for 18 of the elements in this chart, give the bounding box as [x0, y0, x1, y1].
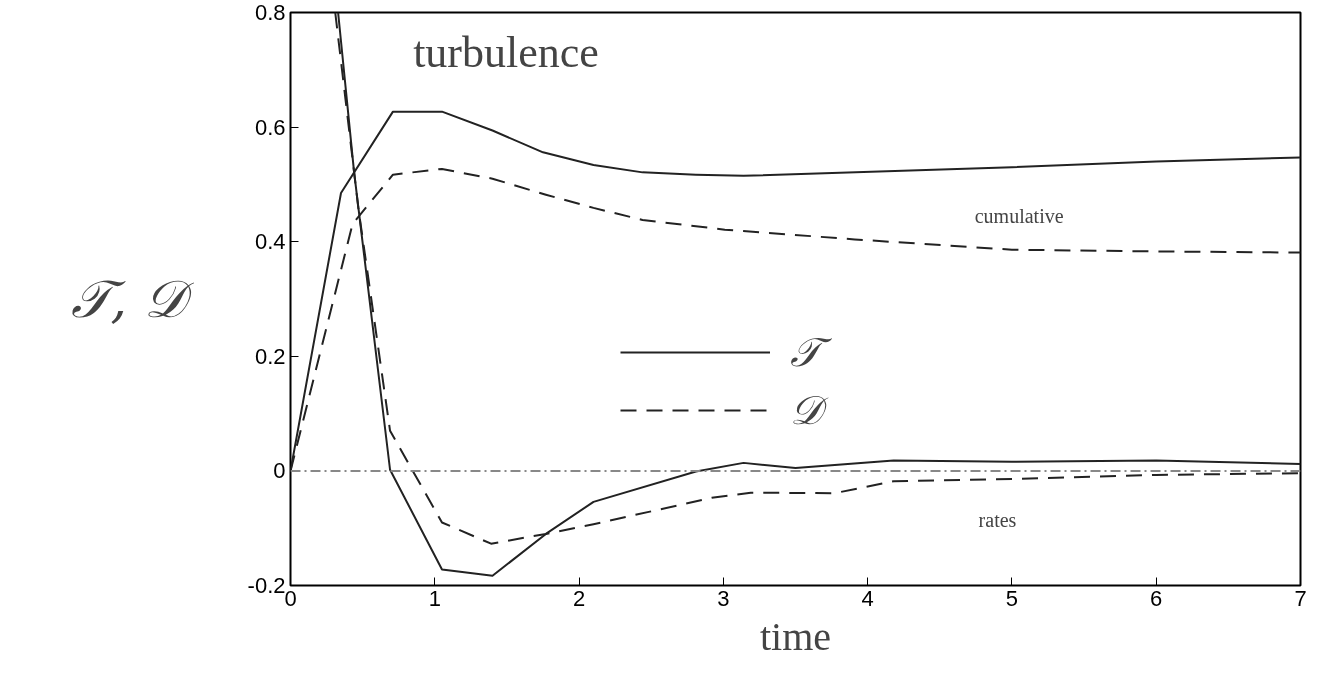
- y-tick-label: 0.2: [254, 343, 286, 369]
- annotation: cumulative: [974, 204, 1064, 227]
- x-axis-title: time: [759, 613, 832, 659]
- x-tick-label: 3: [717, 585, 730, 611]
- x-tick-label: 5: [1005, 585, 1019, 611]
- x-tick-label: 1: [428, 585, 441, 611]
- y-axis-title: 𝒯, 𝒟: [70, 269, 194, 329]
- y-tick-label: 0: [273, 458, 286, 484]
- x-tick-label: 6: [1150, 585, 1163, 611]
- annotation: rates: [978, 508, 1017, 531]
- x-tick-label: 7: [1294, 585, 1307, 611]
- y-tick-label: 0.4: [254, 229, 286, 255]
- y-tick-label: -0.2: [247, 573, 286, 598]
- y-tick-label: 0.6: [254, 114, 286, 140]
- y-tick-label: 0.8: [254, 0, 286, 25]
- x-tick-label: 2: [572, 585, 586, 611]
- x-tick-label: 4: [861, 585, 874, 611]
- chart-title: turbulence: [413, 28, 599, 78]
